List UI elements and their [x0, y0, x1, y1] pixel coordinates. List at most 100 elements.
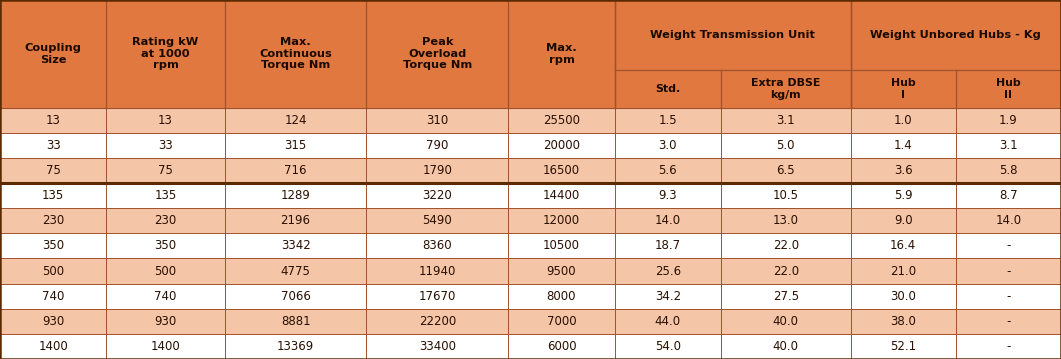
Bar: [106, 258, 225, 284]
Bar: [508, 133, 614, 158]
Text: 135: 135: [155, 189, 176, 202]
Bar: [851, 233, 956, 258]
Bar: [851, 208, 956, 233]
Text: 500: 500: [42, 265, 65, 278]
Text: Peak
Overload
Torque Nm: Peak Overload Torque Nm: [403, 37, 472, 70]
Bar: [0, 233, 106, 258]
Bar: [225, 133, 366, 158]
Bar: [614, 158, 721, 183]
Bar: [0, 208, 106, 233]
Text: 500: 500: [155, 265, 176, 278]
Bar: [851, 158, 956, 183]
Text: 1289: 1289: [281, 189, 311, 202]
Bar: [508, 208, 614, 233]
Bar: [614, 208, 721, 233]
Text: 350: 350: [155, 239, 176, 252]
Text: 20000: 20000: [543, 139, 580, 152]
Bar: [956, 334, 1061, 359]
Bar: [956, 233, 1061, 258]
Bar: [721, 70, 851, 108]
Text: 716: 716: [284, 164, 307, 177]
Text: 315: 315: [284, 139, 307, 152]
Bar: [0, 258, 106, 284]
Text: -: -: [1006, 340, 1011, 353]
Text: 1.5: 1.5: [659, 114, 677, 127]
Text: 3.6: 3.6: [894, 164, 912, 177]
Bar: [614, 0, 851, 70]
Text: 33: 33: [46, 139, 60, 152]
Text: -: -: [1006, 239, 1011, 252]
Bar: [0, 334, 106, 359]
Text: 52.1: 52.1: [890, 340, 917, 353]
Bar: [721, 334, 851, 359]
Text: 22200: 22200: [419, 315, 456, 328]
Text: 14.0: 14.0: [995, 214, 1022, 227]
Text: 6.5: 6.5: [777, 164, 795, 177]
Text: Extra DBSE
kg/m: Extra DBSE kg/m: [751, 78, 820, 100]
Bar: [721, 258, 851, 284]
Text: 5.9: 5.9: [894, 189, 912, 202]
Bar: [106, 158, 225, 183]
Bar: [106, 208, 225, 233]
Bar: [0, 183, 106, 208]
Bar: [508, 309, 614, 334]
Text: 8.7: 8.7: [999, 189, 1017, 202]
Text: 14400: 14400: [543, 189, 580, 202]
Text: Hub
II: Hub II: [996, 78, 1021, 100]
Text: 5.8: 5.8: [999, 164, 1017, 177]
Text: 3.1: 3.1: [999, 139, 1017, 152]
Text: 54.0: 54.0: [655, 340, 681, 353]
Bar: [106, 133, 225, 158]
Bar: [956, 309, 1061, 334]
Bar: [851, 334, 956, 359]
Bar: [851, 258, 956, 284]
Bar: [366, 133, 508, 158]
Text: 135: 135: [42, 189, 65, 202]
Text: 33: 33: [158, 139, 173, 152]
Text: 38.0: 38.0: [890, 315, 917, 328]
Text: 30.0: 30.0: [890, 290, 917, 303]
Bar: [106, 233, 225, 258]
Bar: [721, 108, 851, 133]
Bar: [225, 233, 366, 258]
Bar: [956, 208, 1061, 233]
Text: 2196: 2196: [280, 214, 311, 227]
Text: 8000: 8000: [546, 290, 576, 303]
Bar: [851, 284, 956, 309]
Bar: [721, 309, 851, 334]
Bar: [721, 208, 851, 233]
Text: 34.2: 34.2: [655, 290, 681, 303]
Text: 4775: 4775: [281, 265, 311, 278]
Bar: [225, 158, 366, 183]
Text: 8360: 8360: [422, 239, 452, 252]
Text: 3220: 3220: [422, 189, 452, 202]
Bar: [508, 334, 614, 359]
Text: 27.5: 27.5: [772, 290, 799, 303]
Text: 930: 930: [42, 315, 65, 328]
Text: 75: 75: [46, 164, 60, 177]
Text: 1.4: 1.4: [894, 139, 912, 152]
Bar: [508, 233, 614, 258]
Text: 8881: 8881: [281, 315, 311, 328]
Text: 5490: 5490: [422, 214, 452, 227]
Text: 13: 13: [46, 114, 60, 127]
Bar: [225, 0, 366, 108]
Bar: [721, 158, 851, 183]
Text: 5.6: 5.6: [659, 164, 677, 177]
Text: 22.0: 22.0: [772, 239, 799, 252]
Bar: [614, 108, 721, 133]
Text: 230: 230: [42, 214, 65, 227]
Bar: [0, 0, 106, 108]
Bar: [366, 183, 508, 208]
Text: 9.0: 9.0: [894, 214, 912, 227]
Bar: [721, 133, 851, 158]
Bar: [614, 133, 721, 158]
Text: 5.0: 5.0: [777, 139, 795, 152]
Bar: [956, 158, 1061, 183]
Bar: [851, 0, 1061, 70]
Bar: [225, 258, 366, 284]
Bar: [0, 133, 106, 158]
Bar: [508, 0, 614, 108]
Text: 7000: 7000: [546, 315, 576, 328]
Bar: [106, 108, 225, 133]
